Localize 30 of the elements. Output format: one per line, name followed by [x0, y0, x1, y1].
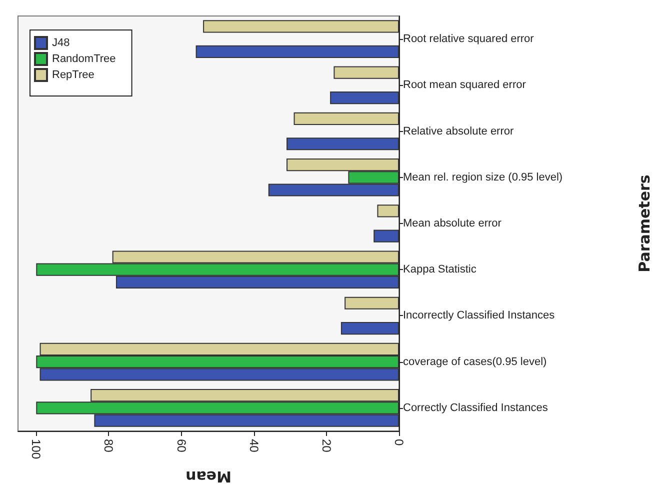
legend-label: RepTree: [52, 69, 94, 81]
y-tick-label: Root mean squared error: [403, 79, 526, 92]
x-tick-label: 0: [392, 439, 406, 446]
y-tick-label: coverage of cases(0.95 level): [403, 356, 547, 368]
bar: [196, 45, 399, 58]
y-tick-label: Correctly Classified Instances: [403, 402, 548, 414]
bar: [344, 296, 399, 310]
bar: [377, 204, 399, 218]
x-tick-label: 100: [29, 439, 44, 460]
y-tick-label: Mean absolute error: [403, 218, 502, 230]
x-tick-label: 20: [319, 439, 334, 453]
y-tick-label: Kappa Statistic: [403, 264, 477, 276]
x-tick-label: 40: [246, 439, 261, 453]
x-tick-label: 80: [102, 439, 116, 453]
bar: [340, 322, 399, 335]
y-tick-label: Incorrectly Classified Instances: [403, 310, 556, 322]
legend-label: J48: [52, 37, 70, 49]
x-axis-title: Mean: [186, 468, 232, 486]
x-tick-label: 60: [174, 439, 188, 453]
bar: [286, 138, 399, 150]
legend-label: RandomTree: [52, 53, 116, 65]
bar: [330, 91, 399, 104]
y-axis-title: Parameters: [636, 174, 654, 272]
bar: [294, 112, 399, 125]
bar: [203, 20, 399, 33]
y-tick-label: Relative absolute error: [403, 125, 514, 138]
bar: [374, 230, 399, 242]
y-tick-label: Root relative squared error: [403, 33, 534, 46]
y-tick-label: Mean rel. region size (0.95 level): [403, 171, 563, 184]
bar: [334, 66, 399, 79]
